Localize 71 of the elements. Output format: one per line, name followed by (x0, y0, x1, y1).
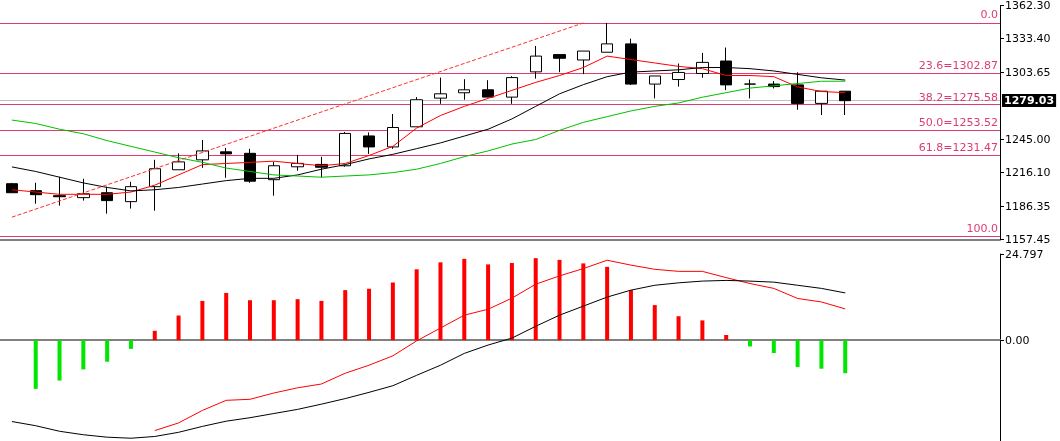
bar (224, 292, 229, 341)
bar (343, 290, 348, 341)
candlestick (553, 54, 566, 73)
bar (700, 320, 705, 341)
bar (367, 288, 372, 341)
ref-line-label: 50.0=1253.52 (918, 115, 998, 129)
ref-line-label: 23.6=1302.87 (918, 59, 998, 73)
bar (628, 290, 633, 341)
bar (128, 340, 133, 349)
bar (81, 340, 86, 370)
line-series (154, 259, 846, 432)
y-tick-label: 1333.40 (1005, 32, 1051, 46)
ref-line-label: 38.2=1275.58 (918, 90, 998, 104)
bar (105, 340, 110, 362)
bar (724, 334, 729, 341)
candlestick (506, 75, 518, 105)
y-tick-label: 1362.30 (1005, 0, 1051, 12)
bar (152, 330, 157, 341)
ref-line-label: 61.8=1231.47 (918, 140, 998, 154)
candlestick (482, 79, 494, 98)
bar (605, 266, 610, 341)
candlestick (410, 96, 423, 128)
annotation: 0.0 (980, 8, 999, 22)
candlestick (791, 71, 804, 111)
bar (748, 340, 752, 347)
bar (509, 263, 514, 341)
bar (771, 340, 776, 354)
bar (390, 282, 395, 341)
bar (795, 340, 800, 367)
line-series (11, 279, 846, 439)
candlestick (363, 131, 375, 155)
y-tick-label: 24.797 (1005, 247, 1044, 261)
candlestick (434, 77, 447, 105)
candlestick (196, 139, 209, 169)
bar (271, 300, 276, 341)
candlestick (339, 131, 351, 168)
candlestick (839, 90, 851, 116)
candlestick (458, 78, 470, 101)
bar (581, 263, 586, 341)
y-tick-label: 1186.35 (1005, 199, 1051, 213)
bar (414, 269, 419, 341)
y-tick-label: 1216.10 (1005, 166, 1051, 179)
bar (57, 340, 62, 381)
annotation: 100.0 (966, 221, 999, 235)
bar (676, 316, 681, 341)
candlestick (172, 152, 185, 171)
bar (652, 305, 657, 341)
bar (176, 315, 181, 341)
candlestick (744, 79, 756, 99)
y-tick-label: 0.00 (1005, 333, 1030, 347)
candlestick (387, 113, 399, 150)
candlestick (649, 75, 661, 99)
candlestick (577, 50, 590, 75)
candlestick (815, 90, 828, 116)
bar (843, 340, 848, 374)
candlestick (601, 22, 613, 53)
bar (819, 340, 824, 369)
bar (200, 300, 205, 341)
y-tick-label: 1245.00 (1005, 132, 1051, 146)
candlestick (220, 147, 232, 179)
bar (438, 262, 443, 341)
bar (248, 300, 252, 341)
y-tick-label: 1157.45 (1005, 233, 1051, 246)
candlestick (530, 45, 542, 80)
bar (319, 300, 324, 341)
bar (295, 299, 300, 341)
bar (33, 340, 38, 389)
bar (486, 264, 491, 341)
line-series (11, 80, 846, 178)
ref-line-label: 1279.03 (1004, 94, 1055, 108)
y-tick-label: 1303.65 (1005, 66, 1051, 79)
